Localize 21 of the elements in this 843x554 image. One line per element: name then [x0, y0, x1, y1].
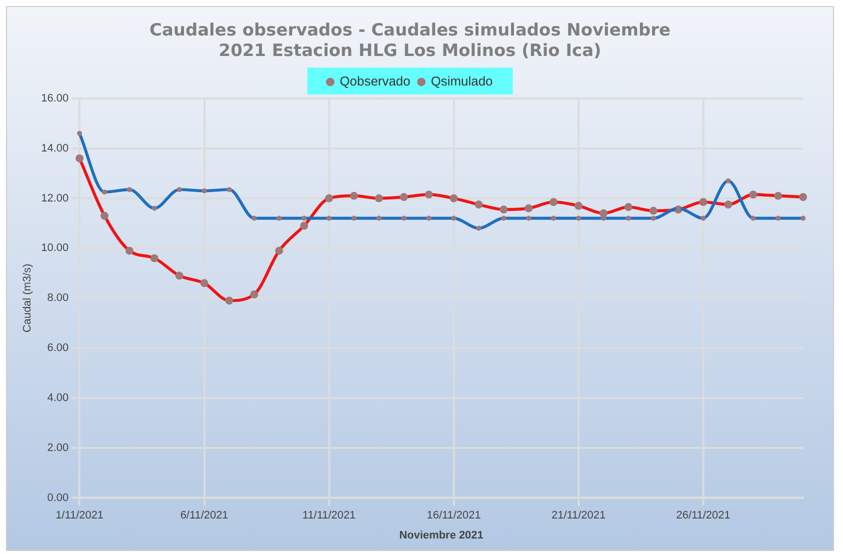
text: 2021 Estacion HLG Los Molinos (Rio Ica) — [218, 40, 602, 60]
y-tick-label: 6.00 — [47, 342, 69, 354]
y-tick-label: 8.00 — [47, 292, 69, 304]
x-tick-label: 1/11/2021 — [56, 509, 104, 522]
x-axis-title: Noviembre 2021 — [399, 529, 484, 542]
y-tick-label: 0.00 — [47, 492, 69, 504]
x-tick-label: 16/11/2021 — [426, 509, 481, 522]
legend-label: Qobservado — [340, 74, 410, 89]
x-tick-label: 6/11/2021 — [180, 509, 228, 522]
y-tick-label: 4.00 — [47, 392, 69, 404]
text: Caudales observados - Caudales simulados Noviembre — [150, 20, 671, 40]
legend-label: Qsimulado — [430, 74, 493, 89]
y-axis-title: Caudal (m3/s) — [22, 264, 34, 333]
y-tick-label: 14.00 — [41, 142, 69, 154]
x-tick-label: 11/11/2021 — [302, 509, 356, 522]
y-tick-label: 12.00 — [41, 192, 69, 204]
y-tick-label: 16.00 — [41, 92, 69, 104]
x-tick-label: 26/11/2021 — [676, 509, 730, 522]
y-tick-label: 10.00 — [41, 242, 69, 254]
x-tick-label: 21/11/2021 — [552, 509, 606, 522]
y-tick-label: 2.00 — [47, 442, 69, 454]
